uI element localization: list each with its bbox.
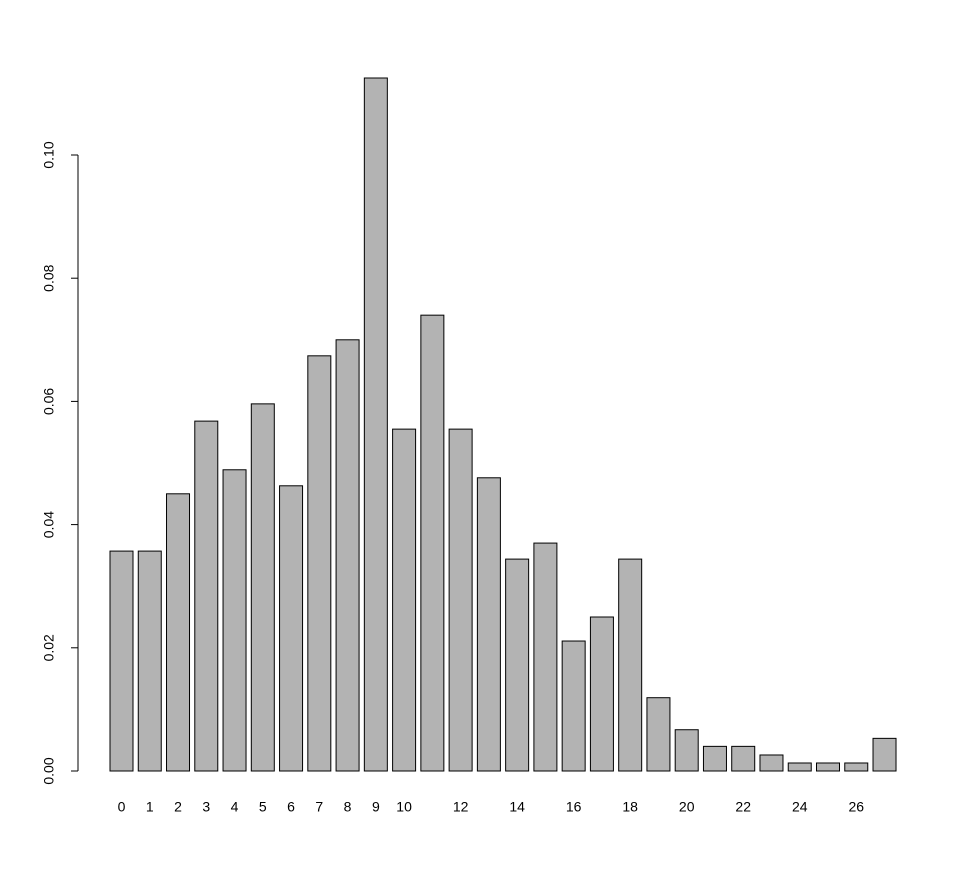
bar (109, 550, 134, 772)
bar (731, 745, 756, 772)
x-tick-label: 16 (566, 799, 582, 815)
y-tick-label: 0.08 (41, 264, 57, 291)
bar (250, 403, 275, 772)
bar (137, 550, 162, 772)
x-tick-label: 26 (848, 799, 864, 815)
bar (420, 314, 445, 772)
bar (307, 355, 332, 772)
x-tick-label: 4 (231, 799, 239, 815)
x-tick-label: 8 (344, 799, 352, 815)
x-tick-label: 20 (679, 799, 695, 815)
bar (844, 762, 869, 772)
x-tick-label: 2 (174, 799, 182, 815)
bar (816, 762, 840, 772)
y-tick-label: 0.06 (41, 388, 57, 415)
bar (279, 485, 304, 772)
x-tick-label: 1 (146, 799, 154, 815)
bar (505, 558, 530, 772)
bar (561, 640, 586, 772)
x-tick-label: 22 (735, 799, 751, 815)
x-tick-label: 24 (792, 799, 808, 815)
y-tick-label: 0.10 (41, 141, 57, 168)
bar (674, 729, 699, 772)
bar (392, 428, 417, 772)
bar (194, 420, 219, 772)
bar (872, 737, 897, 772)
y-tick-label: 0.02 (41, 634, 57, 661)
x-tick-label: 6 (287, 799, 295, 815)
bar (589, 616, 614, 772)
bar (166, 493, 191, 772)
x-tick-label: 5 (259, 799, 267, 815)
bar (533, 542, 558, 772)
bar (448, 428, 473, 772)
bar (646, 697, 671, 772)
bar (222, 469, 247, 772)
bar (702, 745, 727, 772)
y-tick-label: 0.04 (41, 511, 57, 538)
bar (759, 754, 784, 772)
x-tick-label: 9 (372, 799, 380, 815)
x-tick-label: 0 (118, 799, 126, 815)
x-tick-label: 18 (622, 799, 638, 815)
x-tick-label: 10 (396, 799, 412, 815)
x-tick-label: 7 (315, 799, 323, 815)
bar (363, 77, 388, 772)
x-tick-label: 14 (509, 799, 525, 815)
bar (476, 477, 501, 772)
x-tick-label: 3 (202, 799, 210, 815)
bar (787, 762, 812, 772)
y-tick-label: 0.00 (41, 757, 57, 784)
x-tick-label: 12 (453, 799, 469, 815)
bar (618, 558, 643, 772)
bar (335, 339, 360, 772)
